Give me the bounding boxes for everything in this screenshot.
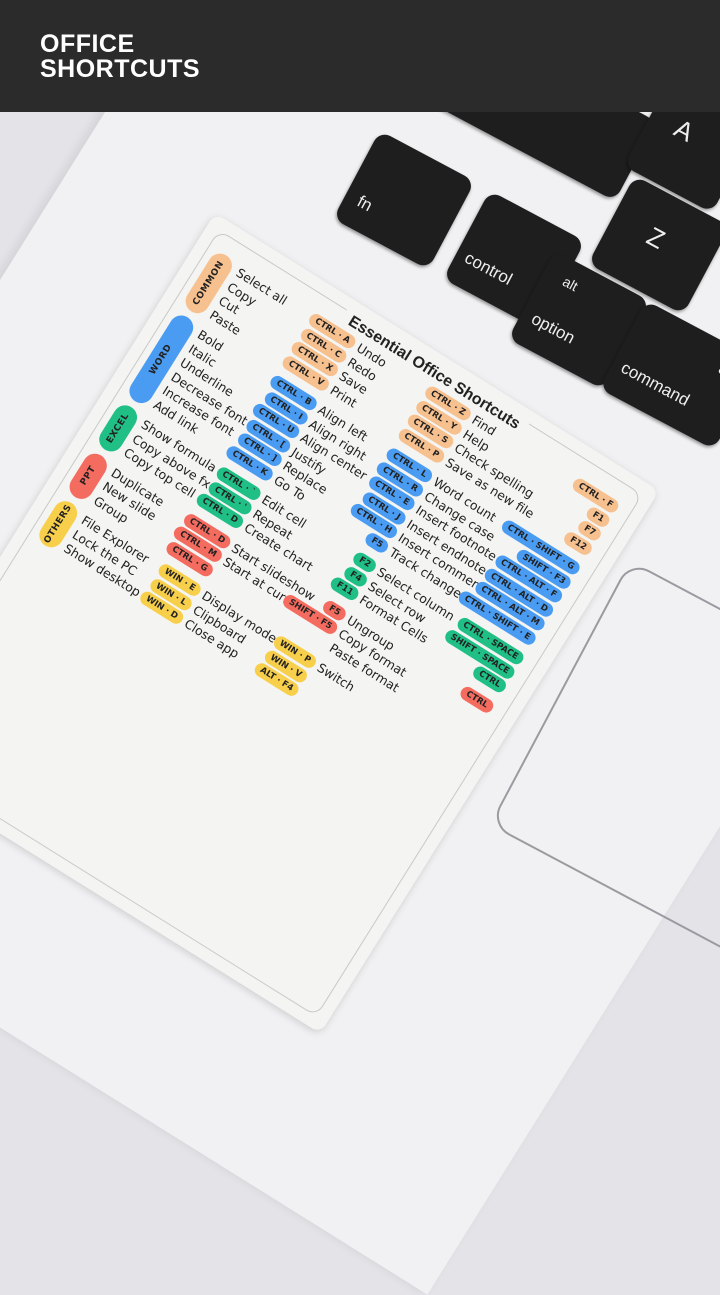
key-label: alt	[560, 273, 581, 295]
key-label: Z	[641, 220, 671, 255]
key-label: option	[528, 309, 579, 348]
key-label: control	[461, 248, 516, 289]
key-label: A	[669, 112, 699, 148]
category-label: WORD	[148, 342, 175, 377]
page-title: OFFICE SHORTCUTS	[40, 30, 201, 83]
category-label: EXCEL	[105, 411, 132, 446]
key-label: fn	[354, 191, 376, 216]
header-banner: OFFICE SHORTCUTS	[0, 0, 720, 112]
key-label: command	[617, 358, 693, 410]
command-symbol-icon: ⌘	[714, 357, 720, 384]
category-label: PPT	[78, 464, 99, 488]
